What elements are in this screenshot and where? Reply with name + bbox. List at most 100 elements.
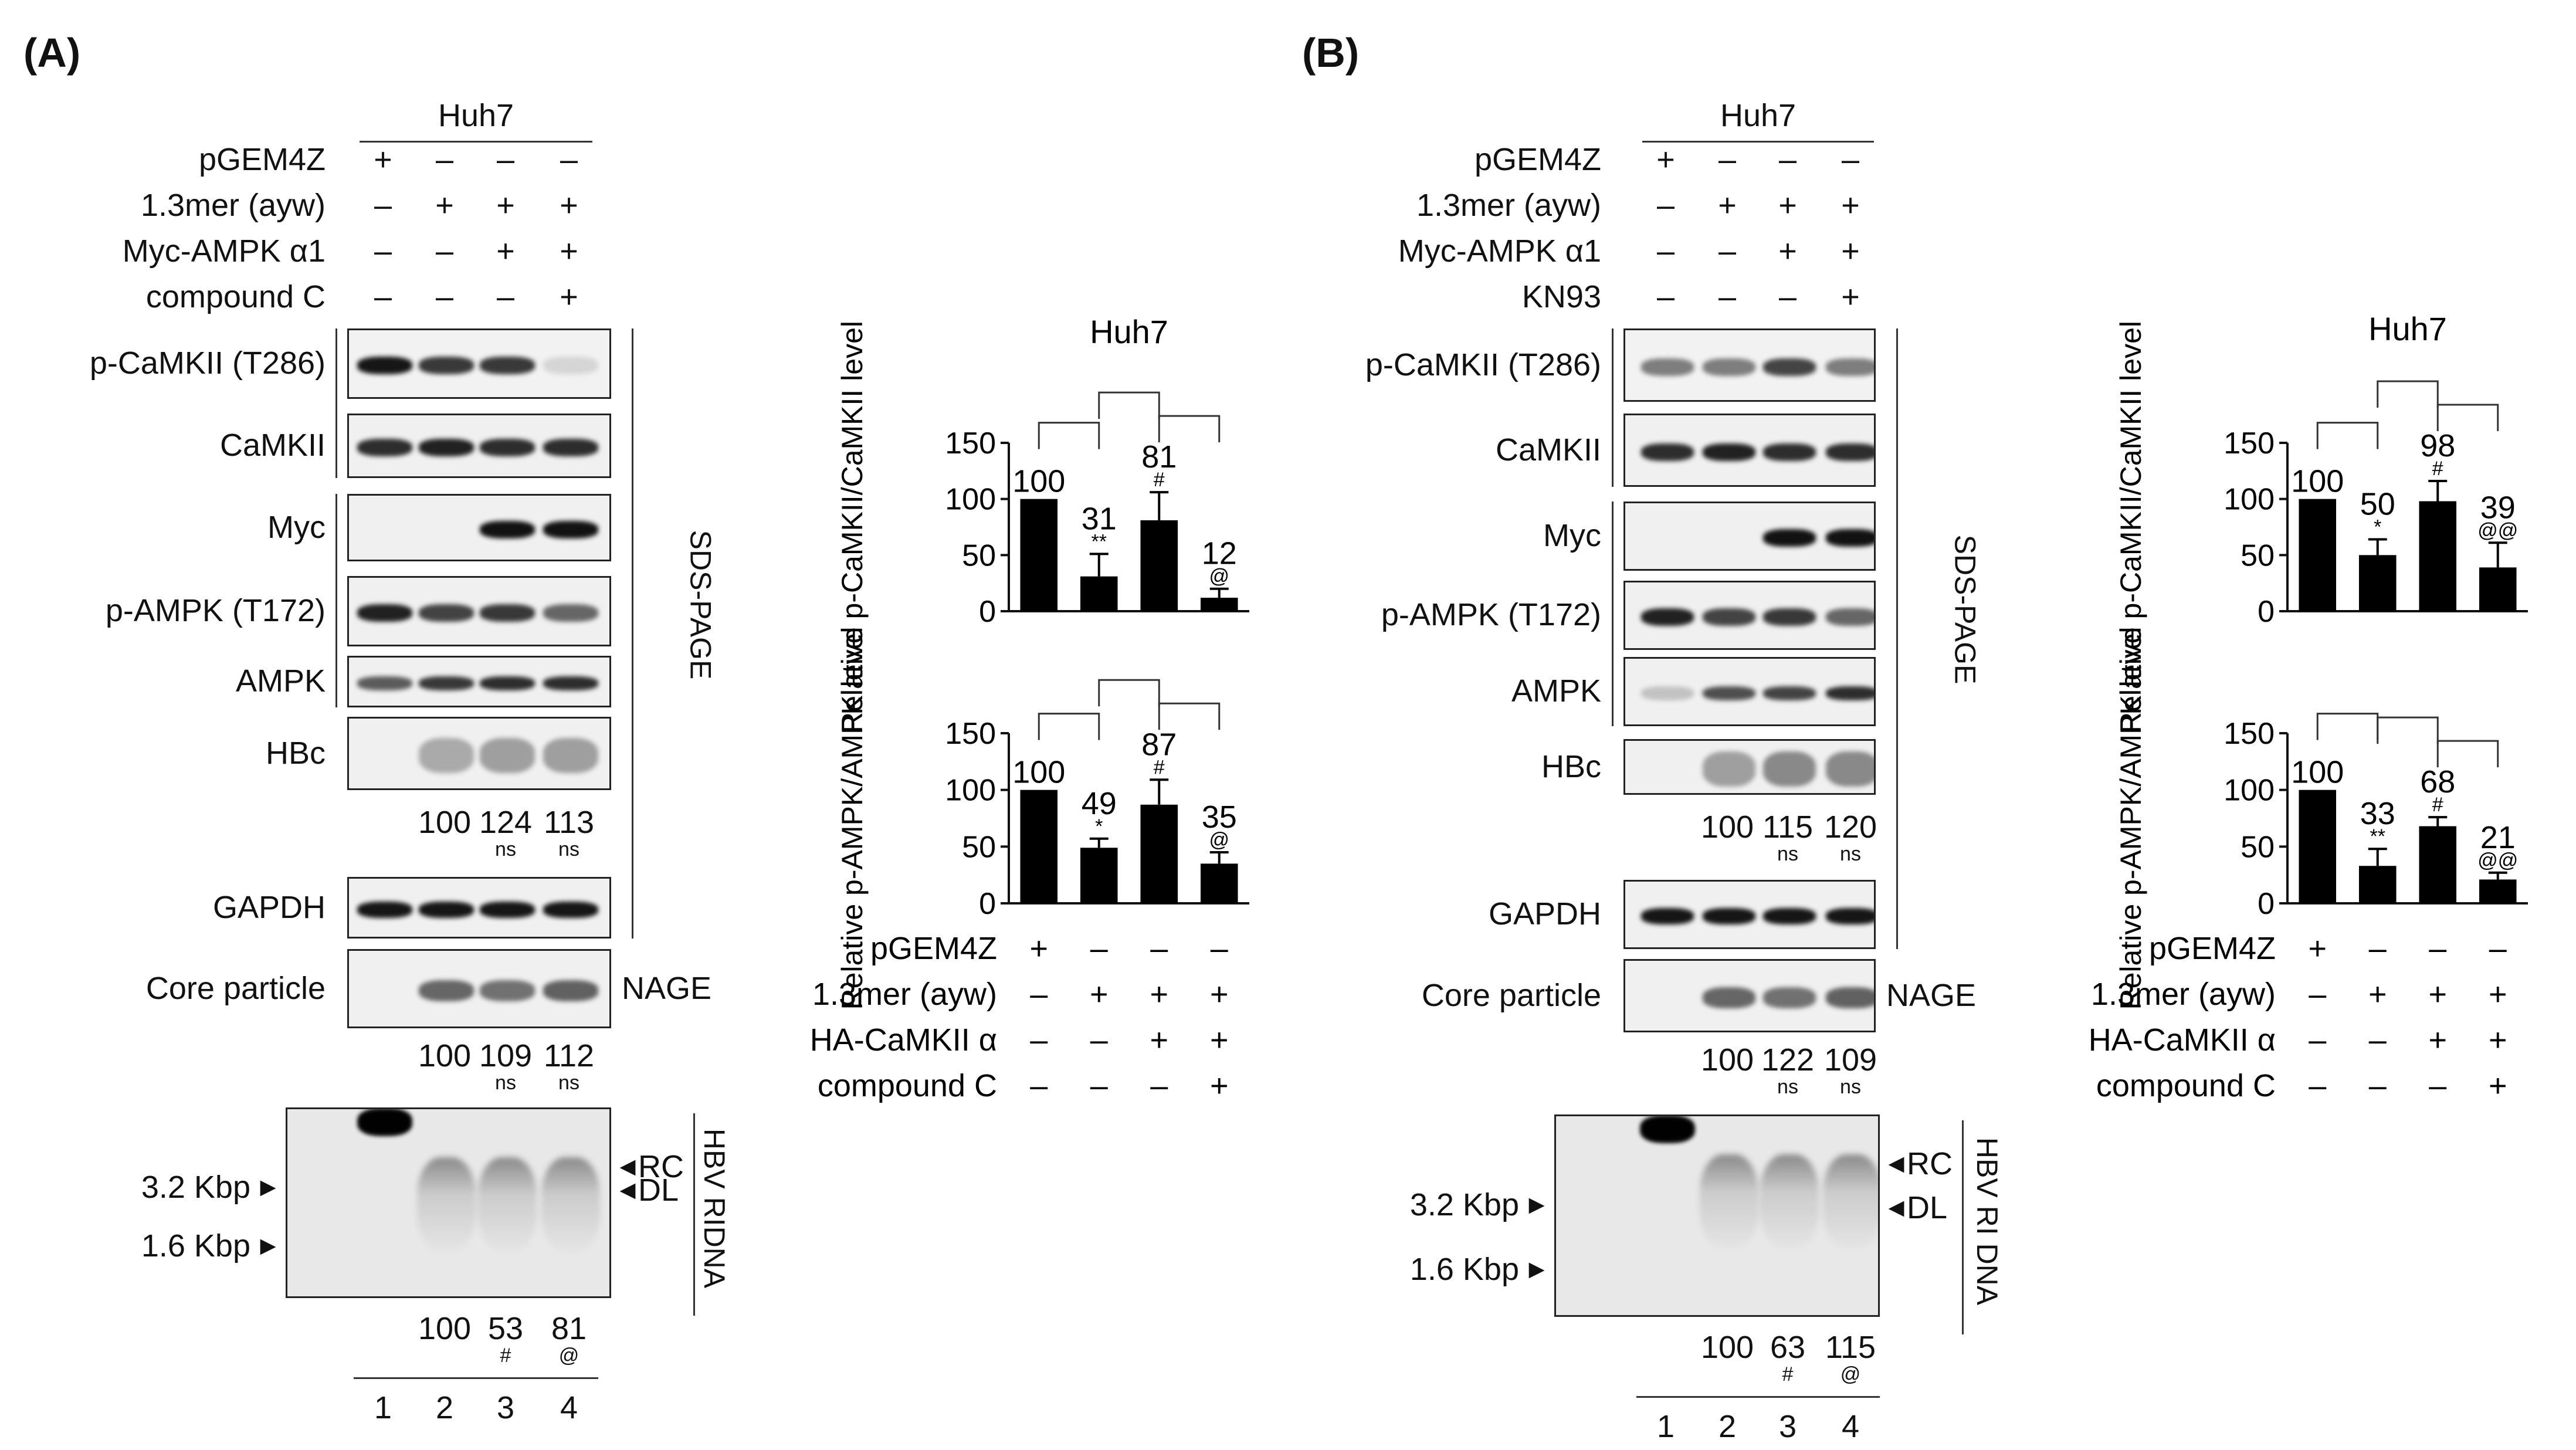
- A-band-0-0: [357, 357, 413, 374]
- B-southern-val-1: 63: [1770, 1330, 1806, 1365]
- B-band-0-0: [1641, 358, 1694, 376]
- B-cond-mark-3-0: –: [1656, 279, 1675, 314]
- cond-label-3-2: HA-CaMKII α: [2089, 1022, 2276, 1058]
- cond-mark-1-3-2: –: [1150, 1068, 1168, 1103]
- bar-value-label-3-3: 21: [2480, 820, 2516, 855]
- B-cond-label-3: KN93: [1521, 279, 1601, 314]
- A-blot-1: [347, 414, 611, 478]
- cond-mark-1-3-0: –: [1030, 1068, 1048, 1103]
- B-cond-mark-0-3: –: [1841, 142, 1860, 177]
- y-tick-label-0-2: 100: [945, 483, 996, 517]
- A-band-5-3: [543, 737, 599, 773]
- B-blot-1: [1623, 414, 1876, 487]
- cond-mark-1-0-0: +: [1029, 931, 1048, 966]
- bar-value-label-0-3: 12: [1202, 536, 1237, 571]
- B-hbc-sig-1: ns: [1777, 843, 1798, 865]
- B-band-5-3: [1826, 751, 1874, 787]
- B-band-6-0: [1641, 908, 1694, 924]
- A-cond-mark-0-1: –: [435, 142, 454, 177]
- cond-mark-1-0-1: –: [1090, 931, 1108, 966]
- B-cond-mark-0-0: +: [1656, 142, 1675, 177]
- bar-value-label-1-2: 87: [1141, 727, 1177, 762]
- cond-label-3-3: compound C: [2096, 1068, 2276, 1103]
- B-band-1-1: [1703, 443, 1755, 461]
- A-core-sig-2: ns: [558, 1072, 579, 1094]
- A-cond-mark-2-1: –: [435, 233, 454, 269]
- B-lane-line: [1636, 1396, 1880, 1398]
- B-cond-mark-2-0: –: [1656, 233, 1675, 269]
- B-blot-label-4: AMPK: [1511, 673, 1601, 709]
- bar-value-label-2-2: 98: [2420, 428, 2455, 463]
- y-tick-label-1-1: 50: [962, 830, 996, 864]
- B-band-1-3: [1826, 443, 1874, 461]
- B-core-val-0: 100: [1700, 1042, 1754, 1078]
- B-core-val-2: 109: [1823, 1042, 1877, 1078]
- A-cond-mark-2-2: +: [496, 233, 515, 269]
- cond-label-1-1: 1.3mer (ayw): [812, 977, 997, 1012]
- B-core-val-1: 122: [1761, 1042, 1815, 1078]
- B-blot-4: [1623, 657, 1876, 726]
- B-southern-sig-1: #: [1782, 1363, 1794, 1385]
- bar-value-label-2-3: 39: [2480, 490, 2516, 525]
- A-band-3-3: [543, 604, 599, 622]
- A-cond-mark-1-1: +: [435, 188, 454, 223]
- comparison-bracket-3-0: [2316, 713, 2379, 740]
- cond-mark-1-1-3: +: [1210, 977, 1229, 1012]
- A-marker-arrow-0: ▸: [260, 1168, 276, 1204]
- comparison-bracket-3-1: [2377, 716, 2439, 744]
- panel-label-b: (B): [1302, 30, 1360, 76]
- B-cond-mark-2-1: –: [1718, 233, 1737, 269]
- A-band-7-1: [418, 980, 474, 1001]
- A-band-5-1: [418, 737, 474, 773]
- A-band-label-1: DL: [638, 1173, 679, 1208]
- A-core-val-2: 112: [543, 1038, 595, 1073]
- A-blot-label-4: AMPK: [235, 663, 326, 699]
- bar-sig-label-3-2: #: [2432, 794, 2443, 816]
- B-band-2-2: [1763, 529, 1816, 547]
- B-blot-5: [1623, 739, 1876, 795]
- B-sds-bracket: [1896, 328, 1898, 949]
- bar-2-3: [2479, 567, 2517, 611]
- bar-value-label-3-0: 100: [2291, 755, 2344, 790]
- cond-mark-3-3-0: –: [2309, 1068, 2326, 1103]
- y-tick-label-2-0: 0: [2258, 595, 2275, 629]
- A-marker-label-0: 3.2 Kbp: [141, 1170, 250, 1205]
- A-cond-mark-1-2: +: [496, 188, 515, 223]
- B-band-1-2: [1763, 443, 1816, 461]
- cond-mark-3-3-1: –: [2369, 1068, 2387, 1103]
- A-band-6-3: [543, 901, 599, 918]
- A-band-4-0: [357, 676, 413, 690]
- bar-2-0: [2299, 499, 2337, 611]
- B-band-3-3: [1826, 608, 1874, 626]
- panel-label-a: (A): [23, 30, 81, 76]
- A-cond-mark-3-3: +: [560, 279, 578, 314]
- B-southern-blot: [1554, 1114, 1880, 1317]
- bar-value-label-3-1: 33: [2360, 796, 2395, 831]
- A-lane-num-3: 4: [560, 1390, 578, 1425]
- A-band-6-1: [418, 901, 474, 918]
- A-band-3-2: [479, 604, 535, 622]
- cond-mark-1-2-1: –: [1090, 1022, 1108, 1058]
- y-axis-label-3: Relative p-AMPK/AMPK level: [2114, 626, 2147, 1009]
- A-smear-3: [541, 1157, 600, 1251]
- y-tick-label-0-3: 150: [945, 426, 996, 460]
- A-southern-val-2: 81: [551, 1311, 587, 1346]
- cond-mark-3-1-2: +: [2428, 977, 2447, 1012]
- cond-mark-1-3-1: –: [1090, 1068, 1108, 1103]
- comparison-bracket-2-2: [2436, 404, 2499, 432]
- A-blot-label-6: GAPDH: [212, 889, 326, 925]
- B-blot-2: [1623, 502, 1876, 571]
- bar-value-label-1-0: 100: [1012, 755, 1065, 790]
- A-cond-label-2: Myc-AMPK α1: [122, 233, 326, 269]
- A-blot-label-5: HBc: [265, 735, 326, 771]
- B-band-6-2: [1763, 908, 1816, 924]
- B-band-6-1: [1703, 908, 1755, 924]
- y-tick-label-2-1: 50: [2241, 538, 2275, 572]
- B-cond-mark-2-2: +: [1778, 233, 1797, 269]
- A-band-5-2: [479, 737, 535, 773]
- B-band-0-1: [1703, 358, 1755, 376]
- A-southern-sig-1: #: [500, 1344, 511, 1367]
- bar-value-label-1-1: 49: [1082, 786, 1117, 821]
- B-band-3-2: [1763, 608, 1816, 626]
